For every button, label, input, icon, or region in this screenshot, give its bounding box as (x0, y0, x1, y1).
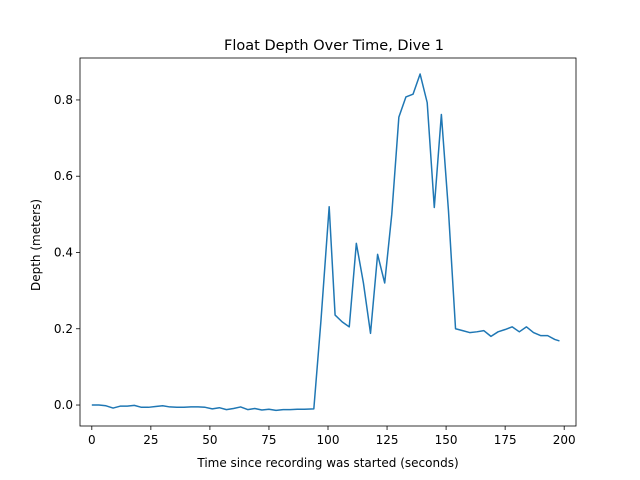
series-line-0 (91, 73, 560, 412)
x-tick-label: 175 (494, 433, 517, 447)
y-tick-label: 0.0 (54, 398, 73, 412)
x-axis-label: Time since recording was started (second… (196, 456, 458, 470)
x-tick-label: 200 (553, 433, 576, 447)
chart-title: Float Depth Over Time, Dive 1 (224, 38, 444, 54)
x-tick-label: 0 (88, 433, 96, 447)
x-tick-label: 50 (202, 433, 217, 447)
y-tick-label: 0.8 (54, 93, 73, 107)
y-axis-label: Depth (meters) (29, 199, 43, 291)
x-tick-label: 25 (143, 433, 158, 447)
plot-area: 0 25 50 75 100 125 150 175 200 0.0 0.2 0.4 0.6 0.8 (54, 57, 577, 447)
y-tick-label: 0.4 (54, 245, 73, 259)
x-tick-label: 75 (261, 433, 276, 447)
axes-frame (79, 57, 577, 427)
x-tick-label: 125 (376, 433, 399, 447)
y-tick-label: 0.2 (54, 322, 73, 336)
x-tick-label: 100 (317, 433, 340, 447)
y-tick-label: 0.6 (54, 169, 73, 183)
x-tick-label: 150 (435, 433, 458, 447)
